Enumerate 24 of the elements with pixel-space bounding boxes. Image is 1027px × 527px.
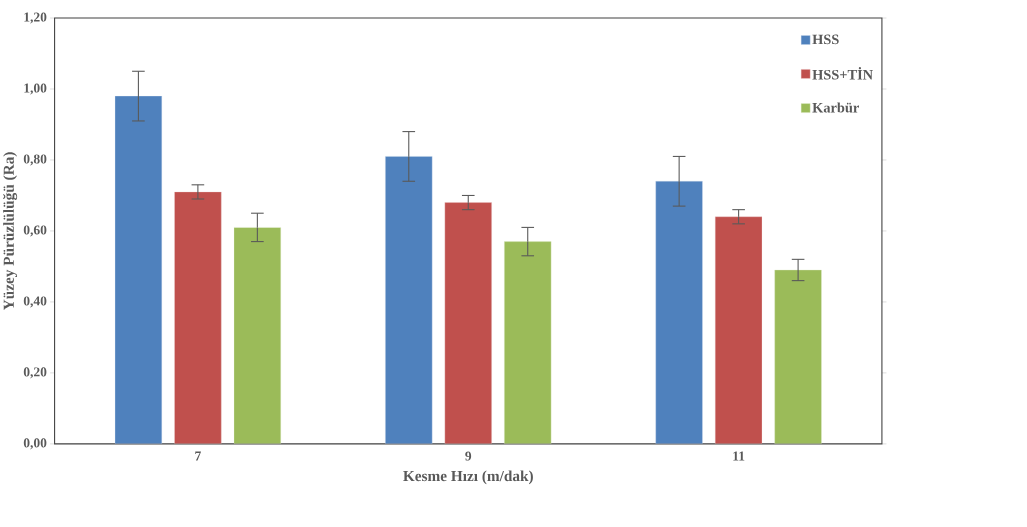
bar (174, 191, 222, 444)
y-tick-label: 0,20 (23, 367, 47, 379)
y-tick-label: 0,40 (23, 296, 47, 308)
bar (715, 216, 763, 444)
bar (774, 269, 822, 444)
y-tick-label: 0,60 (23, 225, 47, 237)
bar (444, 202, 492, 444)
y-tick-label: 0,00 (23, 438, 47, 450)
bar (233, 227, 281, 444)
legend-label: Karbür (812, 102, 859, 113)
bar (504, 241, 552, 444)
y-tick-label: 1,20 (24, 12, 47, 24)
y-axis-title: Yüzey Pürüzlülüğü (Ra) (2, 152, 18, 311)
x-axis-title: Kesme Hızı (m/dak) (403, 470, 533, 485)
bar (655, 181, 703, 444)
x-tick-label: 7 (195, 451, 201, 461)
y-tick-label: 0,80 (23, 154, 47, 166)
bar (385, 156, 433, 444)
legend-label: HSS+TİN (812, 67, 873, 80)
bar (114, 95, 162, 444)
y-tick-label: 1,00 (24, 83, 47, 95)
x-tick-label: 11 (733, 451, 745, 461)
legend-label: HSS (812, 34, 839, 45)
x-tick-label: 9 (465, 451, 472, 461)
